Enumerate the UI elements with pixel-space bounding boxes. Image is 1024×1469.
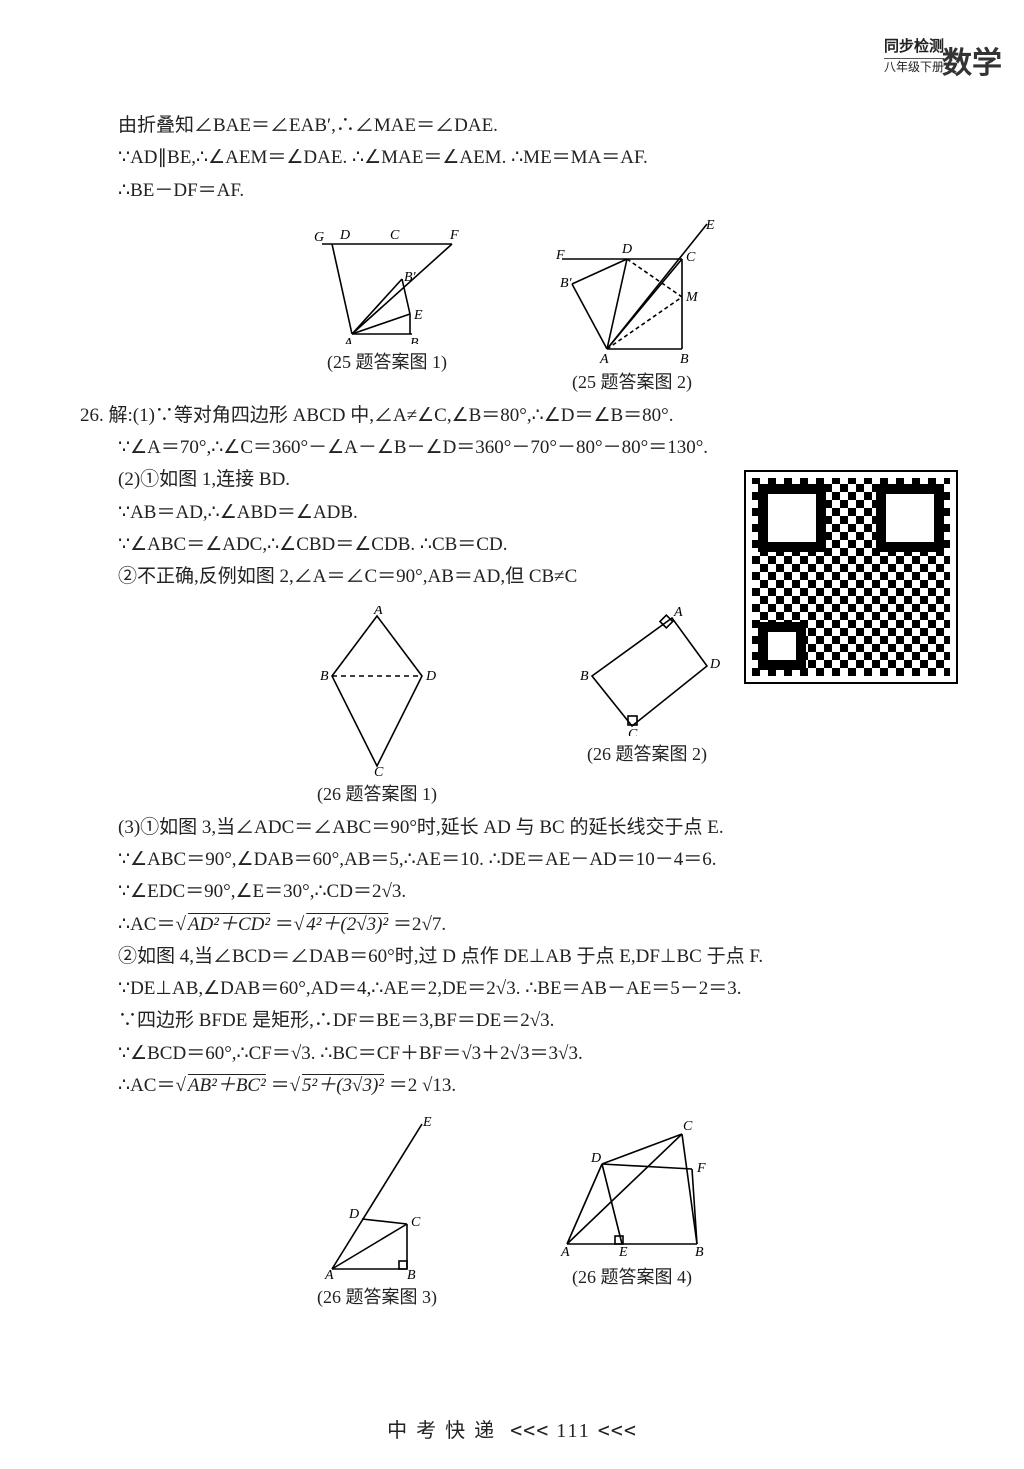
svg-text:B: B: [580, 669, 589, 684]
svg-text:C: C: [628, 727, 638, 736]
svg-text:D: D: [348, 1207, 359, 1222]
figure-26-3: A B C D E (26 题答案图 3): [307, 1114, 447, 1309]
fig26-cap4: (26 题答案图 4): [547, 1263, 717, 1289]
svg-text:B: B: [407, 1268, 416, 1279]
fig26-svg3: A B C D E: [307, 1114, 447, 1279]
l9-p2: ＝√: [271, 1075, 300, 1096]
l9-p3: ＝2 √13.: [389, 1075, 456, 1096]
footer-page: 111: [556, 1420, 591, 1442]
svg-text:D: D: [621, 242, 632, 257]
svg-text:E: E: [618, 1245, 628, 1259]
svg-text:A: A: [324, 1268, 334, 1279]
svg-text:M: M: [685, 290, 699, 305]
fig25-cap2: (25 题答案图 2): [542, 368, 722, 394]
figure-26-2: A B C D (26 题答案图 2): [572, 606, 722, 806]
svg-text:D: D: [709, 657, 720, 672]
q26-head: 26. 解:(1)∵等对角四边形 ABCD 中,∠A≠∠C,∠B＝80°,∴∠D…: [80, 400, 944, 432]
q26b-l1: (3)①如图 3,当∠ADC＝∠ABC＝90°时,延长 AD 与 BC 的延长线…: [118, 812, 944, 844]
l4-p3: ＝2√7.: [393, 914, 446, 935]
svg-text:F: F: [449, 228, 459, 243]
q26b-l5: ②如图 4,当∠BCD＝∠DAB＝60°时,过 D 点作 DE⊥AB 于点 E,…: [118, 941, 944, 973]
svg-text:G: G: [314, 230, 324, 245]
header-subject: 数学: [942, 44, 1002, 83]
svg-text:A: A: [343, 336, 353, 344]
footer-arrows-r: <<<: [598, 1418, 637, 1442]
figure-26-4: A E B D C F (26 题答案图 4): [547, 1114, 717, 1309]
figure-row-26b: A B C D E (26 题答案图 3): [80, 1114, 944, 1309]
svg-text:B: B: [320, 669, 329, 684]
figure-26-1: A B D C (26 题答案图 1): [302, 606, 452, 806]
fig25-cap1: (25 题答案图 1): [302, 348, 472, 374]
svg-text:C: C: [374, 765, 384, 776]
svg-text:B: B: [695, 1245, 704, 1259]
fig25-svg1: GD C F B′ E A B: [302, 219, 472, 344]
line-25-3: ∴BE－DF＝AF.: [118, 175, 944, 207]
fig26-svg4: A E B D C F: [547, 1114, 717, 1259]
svg-text:D: D: [590, 1151, 601, 1166]
q26b-l2: ∵∠ABC＝90°,∠DAB＝60°,AB＝5,∴AE＝10. ∴DE＝AE－A…: [118, 844, 944, 876]
content: 由折叠知∠BAE＝∠EAB′,∴∠MAE＝∠DAE. ∵AD∥BE,∴∠AEM＝…: [80, 110, 944, 1309]
fig26-cap2: (26 题答案图 2): [572, 740, 722, 766]
l4-r1: AD²＋CD²: [186, 914, 270, 935]
l4-p1: ∴AC＝√: [118, 914, 186, 935]
q26b-l3: ∵∠EDC＝90°,∠E＝30°,∴CD＝2√3.: [118, 876, 944, 908]
fig26-cap3: (26 题答案图 3): [307, 1283, 447, 1309]
svg-text:F: F: [555, 248, 565, 263]
svg-text:A: A: [560, 1245, 570, 1259]
svg-text:C: C: [411, 1215, 421, 1230]
svg-text:A: A: [373, 606, 383, 618]
svg-text:D: D: [339, 228, 350, 243]
fig26-svg2: A B C D: [572, 606, 722, 736]
q26b-l9: ∴AC＝√AB²＋BC² ＝√5²＋(3√3)² ＝2 √13.: [118, 1070, 944, 1102]
svg-text:E: E: [413, 308, 423, 323]
q26-head-text: 26. 解:(1)∵等对角四边形 ABCD 中,∠A≠∠C,∠B＝80°,∴∠D…: [80, 405, 674, 426]
svg-text:E: E: [705, 219, 715, 233]
svg-text:F: F: [696, 1161, 706, 1176]
svg-text:D: D: [425, 669, 436, 684]
q26b-l6: ∵DE⊥AB,∠DAB＝60°,AD＝4,∴AE＝2,DE＝2√3. ∴BE＝A…: [118, 973, 944, 1005]
page-footer: 中 考 快 递 <<< 111 <<<: [0, 1414, 1024, 1443]
l9-p1: ∴AC＝√: [118, 1075, 186, 1096]
fig26-svg1: A B D C: [302, 606, 452, 776]
footer-title: 中 考 快 递: [387, 1420, 496, 1442]
l4-p2: ＝√: [275, 914, 304, 935]
svg-text:B′: B′: [404, 270, 417, 285]
svg-text:B: B: [410, 336, 419, 344]
figure-row-25: GD CF B′E AB (25 题答案图 1): [80, 219, 944, 394]
fig25-svg2: F D C B′ M E A B: [542, 219, 722, 364]
svg-text:A: A: [599, 352, 609, 364]
line-25-2: ∵AD∥BE,∴∠AEM＝∠DAE. ∴∠MAE＝∠AEM. ∴ME＝MA＝AF…: [118, 142, 944, 174]
svg-text:B′: B′: [560, 276, 573, 291]
line-25-1: 由折叠知∠BAE＝∠EAB′,∴∠MAE＝∠DAE.: [118, 110, 944, 142]
svg-text:B: B: [680, 352, 689, 364]
svg-text:C: C: [390, 228, 400, 243]
l4-r2: 4²＋(2√3)²: [304, 914, 388, 935]
fig26-cap1: (26 题答案图 1): [302, 780, 452, 806]
figure-25-2: F D C B′ M E A B (25 题答案图 2): [542, 219, 722, 394]
svg-text:E: E: [422, 1115, 432, 1130]
header-title: 同步检测: [884, 38, 944, 58]
footer-arrows-l: <<<: [510, 1418, 549, 1442]
q26b-l8: ∵∠BCD＝60°,∴CF＝√3. ∴BC＝CF＋BF＝√3＋2√3＝3√3.: [118, 1038, 944, 1070]
svg-text:C: C: [683, 1119, 693, 1134]
page-header: 同步检测 八年级下册 数学: [884, 38, 944, 75]
qr-code: [746, 472, 956, 682]
figure-25-1: GD C F B′ E A B (25 题答案图 1): [302, 219, 472, 394]
q26-l2: ∵∠A＝70°,∴∠C＝360°－∠A－∠B－∠D＝360°－70°－80°－8…: [118, 432, 944, 464]
svg-text:A: A: [673, 606, 683, 620]
header-grade: 八年级下册: [884, 58, 944, 76]
svg-text:C: C: [686, 250, 696, 265]
q26b-l7: ∵四边形 BFDE 是矩形,∴DF＝BE＝3,BF＝DE＝2√3.: [118, 1005, 944, 1037]
l9-r2: 5²＋(3√3)²: [300, 1075, 384, 1096]
q26b-l4: ∴AC＝√AD²＋CD² ＝√4²＋(2√3)² ＝2√7.: [118, 909, 944, 941]
l9-r1: AB²＋BC²: [186, 1075, 266, 1096]
